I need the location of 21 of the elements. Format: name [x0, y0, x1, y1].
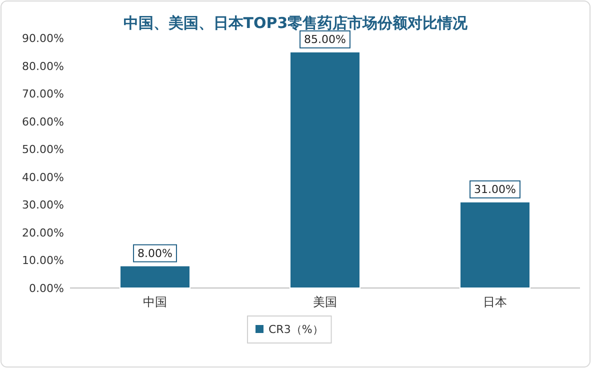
y-tick-label: 70.00%	[22, 88, 64, 101]
data-label: 8.00%	[138, 246, 172, 260]
x-tick-label: 中国	[143, 295, 167, 309]
y-tick-label: 20.00%	[22, 226, 64, 240]
y-tick-label: 40.00%	[22, 170, 64, 184]
y-tick-label: 90.00%	[22, 32, 64, 45]
bar	[120, 265, 190, 288]
y-tick-label: 60.00%	[22, 115, 64, 128]
legend-label: CR3（%）	[268, 323, 324, 336]
chart-title: 中国、美国、日本TOP3零售药店市场份额对比情况	[123, 14, 469, 32]
data-label: 85.00%	[304, 32, 346, 46]
bar	[460, 201, 530, 288]
y-tick-label: 0.00%	[29, 282, 64, 295]
y-tick-label: 10.00%	[22, 254, 64, 268]
data-label: 31.00%	[474, 182, 516, 196]
y-tick-label: 30.00%	[22, 198, 64, 212]
x-tick-label: 美国	[313, 295, 337, 309]
y-tick-label: 50.00%	[22, 143, 64, 156]
bar	[290, 51, 360, 288]
y-tick-label: 80.00%	[22, 60, 64, 73]
x-tick-label: 日本	[483, 295, 507, 309]
